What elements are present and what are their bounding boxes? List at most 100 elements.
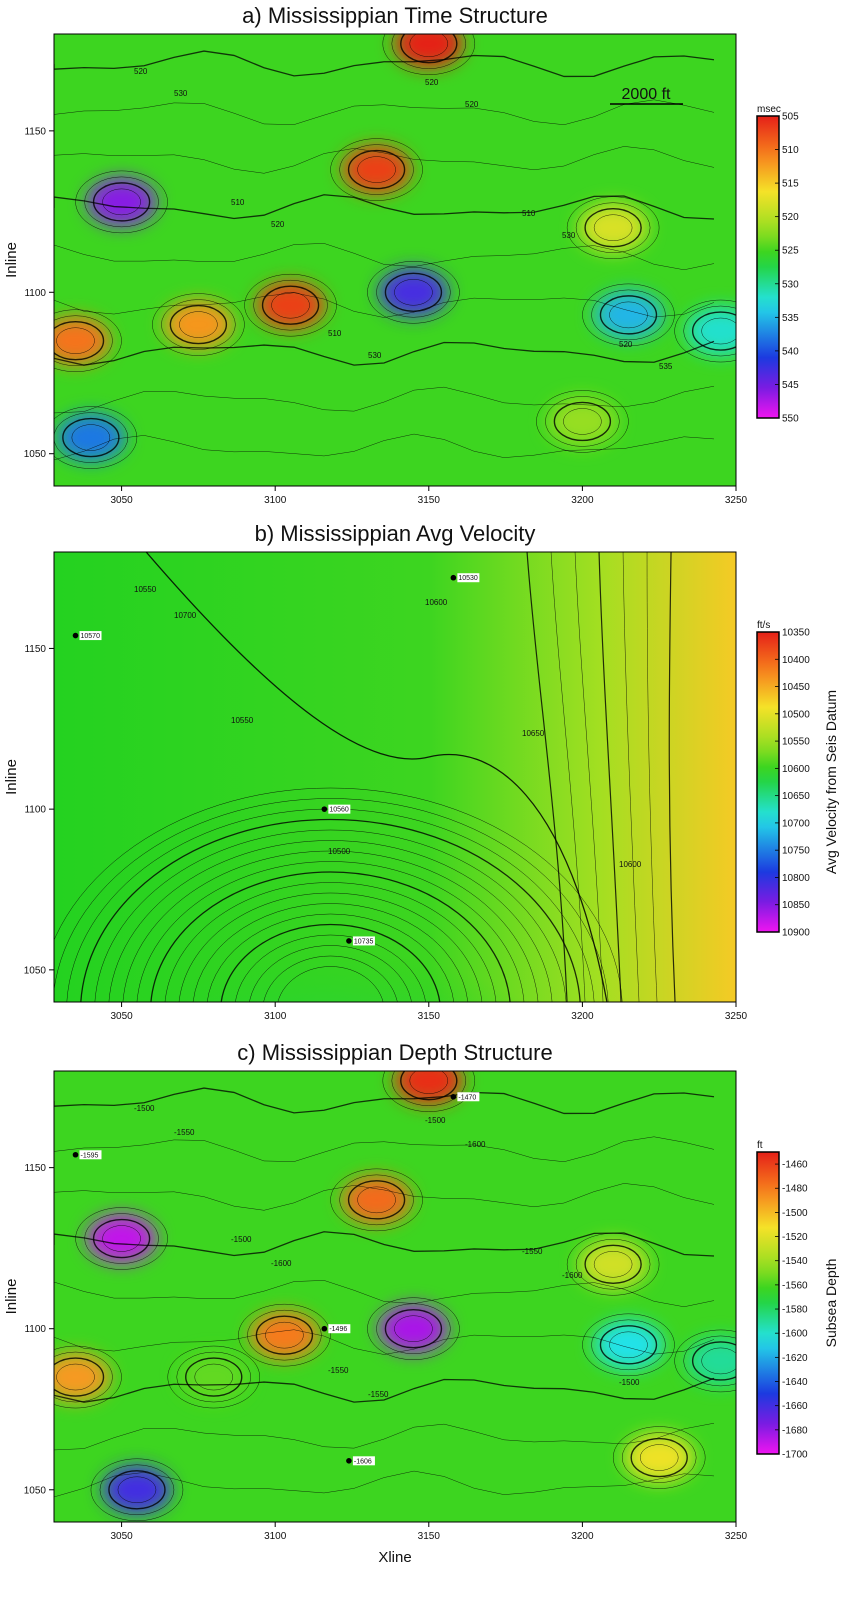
contour-line <box>117 1476 157 1504</box>
contour-line <box>90 1458 184 1522</box>
contour-line <box>54 385 715 414</box>
contour-line <box>194 1363 233 1391</box>
contour-line <box>599 295 658 335</box>
contour-line <box>54 1377 715 1403</box>
contour-label: 510 <box>522 209 536 218</box>
contour-line <box>179 311 218 338</box>
x-tick-label: 3250 <box>725 1011 748 1022</box>
map-feature <box>56 413 125 462</box>
colorbar-tick-label: -1680 <box>782 1425 808 1436</box>
chart-title: a) Mississippian Time Structure <box>242 3 548 28</box>
contour-line <box>263 955 398 1002</box>
contour-line <box>376 267 451 318</box>
contour-line <box>582 1313 675 1377</box>
contour-line <box>62 417 120 458</box>
colorbar-tick-label: -1700 <box>782 1450 808 1461</box>
contour-label: 520 <box>134 67 148 76</box>
y-tick-label: 1150 <box>24 644 46 655</box>
contour-line <box>668 552 676 1002</box>
contour-line <box>339 144 414 195</box>
x-tick-label: 3200 <box>571 1531 594 1542</box>
map-feature <box>379 268 448 317</box>
contour-line <box>701 317 736 345</box>
contour-line <box>347 149 406 190</box>
contour-line <box>150 871 511 1002</box>
contour-label: -1550 <box>368 1390 389 1399</box>
panel-2: c) Mississippian Depth Structure-1500-15… <box>3 1040 839 1566</box>
contour-line <box>593 214 633 241</box>
map-feature <box>256 281 325 330</box>
contour-label: -1500 <box>619 1378 640 1387</box>
contour-line <box>169 304 228 345</box>
contour-line <box>54 787 623 1002</box>
contour-line <box>54 321 105 361</box>
contour-line <box>54 1280 715 1308</box>
contour-line <box>192 903 469 1002</box>
contour-line <box>54 309 122 372</box>
contour-line <box>54 1351 113 1403</box>
contour-line <box>75 1207 168 1270</box>
well-label: -1595 <box>81 1152 99 1159</box>
well-label-box <box>352 936 375 946</box>
map-feature <box>87 1214 156 1263</box>
colorbar-tick-label: 10500 <box>782 709 810 720</box>
y-tick-label: 1050 <box>24 1485 47 1496</box>
contour-line <box>152 293 245 356</box>
contour-line <box>582 283 675 347</box>
well-label-box <box>79 631 102 641</box>
well-label: -1606 <box>354 1458 372 1465</box>
contour-line <box>99 1464 175 1516</box>
contour-line <box>235 934 426 1002</box>
contour-line <box>265 1321 304 1349</box>
contour-line <box>622 552 640 1002</box>
well-marker <box>72 1151 79 1158</box>
contour-line <box>54 1470 715 1498</box>
contour-line <box>357 1186 396 1214</box>
well-label: 10530 <box>458 575 478 582</box>
map-field: 10550 10550 10500 10600 10650 10600 10700 10570… <box>54 552 736 1002</box>
map-feature <box>179 1353 248 1402</box>
contour-line <box>609 301 648 329</box>
contour-line <box>683 305 736 357</box>
contour-label: 10700 <box>174 611 197 620</box>
well-label-box <box>79 1150 102 1160</box>
contour-line <box>80 818 581 1002</box>
contour-line <box>575 202 651 253</box>
contour-line <box>54 1136 715 1163</box>
contour-line <box>384 1309 443 1349</box>
contour-line <box>545 396 620 447</box>
map-background <box>54 1071 736 1522</box>
contour-line <box>391 1071 467 1106</box>
well-label: 10735 <box>354 938 374 945</box>
map-feature <box>625 1433 694 1482</box>
well-marker <box>346 1457 352 1464</box>
y-tick-label: 1150 <box>24 1163 46 1174</box>
contour-line <box>136 861 525 1002</box>
contour-label: 535 <box>659 362 673 371</box>
map-feature <box>164 300 233 349</box>
colorbar-tick-label: 545 <box>782 380 799 391</box>
x-tick-label: 3150 <box>418 1011 441 1022</box>
contour-line <box>330 138 423 201</box>
contour-line <box>54 406 138 469</box>
contour-line <box>54 1345 122 1409</box>
contour-line <box>102 188 141 216</box>
contour-line <box>54 1357 105 1397</box>
well-marker <box>72 632 79 639</box>
contour-line <box>367 1297 460 1360</box>
map-feature <box>87 177 156 226</box>
contour-label: -1500 <box>134 1104 155 1113</box>
contour-label: 530 <box>368 351 382 360</box>
y-axis-label: Inline <box>3 242 20 278</box>
contour-line <box>164 882 497 1002</box>
colorbar-tick-label: 10350 <box>782 628 810 639</box>
colorbar-tick-label: -1540 <box>782 1256 808 1267</box>
contour-line <box>382 34 476 75</box>
map-feature <box>594 1320 663 1369</box>
contour-line <box>244 273 337 337</box>
contour-line <box>122 850 539 1002</box>
colorbar-tick-label: -1500 <box>782 1208 808 1219</box>
map-field: 520 510 510 520 510 520 530 520 530 520 530 535 <box>54 34 736 486</box>
contour-line <box>161 299 236 350</box>
